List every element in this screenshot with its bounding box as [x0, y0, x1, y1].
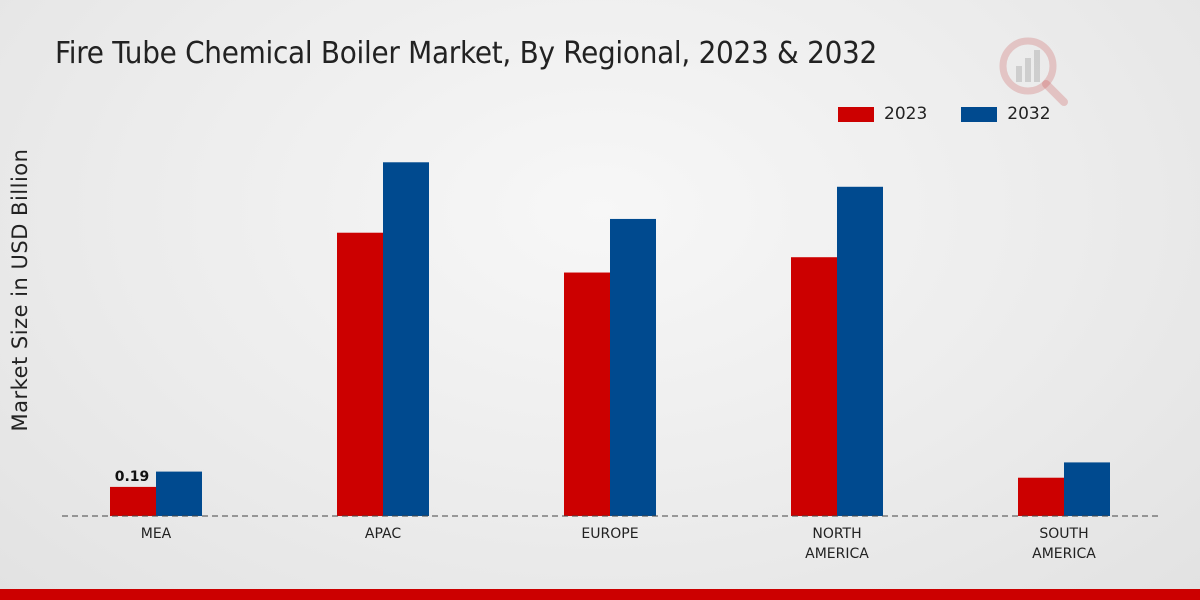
- x-tick-label-mea: MEA: [141, 526, 172, 542]
- bar-mea-2023: [110, 486, 156, 516]
- legend-swatch-2023: [838, 106, 874, 122]
- bar-europe-2032: [610, 218, 656, 516]
- x-tick-label-south-america-line2: AMERICA: [1032, 546, 1096, 562]
- legend-label-2032: 2032: [1007, 104, 1051, 124]
- legend-swatch-2032: [961, 106, 998, 122]
- chart-legend: 2023 2032: [838, 104, 1051, 124]
- bar-apac-2032: [383, 162, 429, 516]
- bar-north-america-2032: [837, 186, 883, 516]
- legend-item-2032: 2032: [961, 104, 1051, 124]
- x-tick-label-apac: APAC: [365, 526, 401, 542]
- x-tick-label-north-america-line2: AMERICA: [805, 546, 869, 562]
- brand-logo-icon: [999, 37, 1068, 106]
- data-label-mea-2023: 0.19: [115, 469, 150, 485]
- legend-label-2023: 2023: [884, 104, 928, 124]
- chart-title: Fire Tube Chemical Boiler Market, By Reg…: [55, 36, 878, 71]
- x-tick-label-south-america-line1: SOUTH: [1039, 526, 1088, 542]
- bar-europe-2023: [564, 272, 610, 516]
- bar-south-america-2032: [1064, 462, 1110, 516]
- bar-north-america-2023: [791, 257, 837, 516]
- footer-accent-bar: [0, 589, 1200, 600]
- bar-apac-2023: [337, 232, 383, 516]
- legend-item-2023: 2023: [838, 104, 927, 124]
- x-tick-label-europe: EUROPE: [581, 526, 638, 542]
- bar-mea-2032: [156, 471, 202, 516]
- x-tick-label-north-america-line1: NORTH: [812, 526, 861, 542]
- bar-south-america-2023: [1018, 477, 1064, 516]
